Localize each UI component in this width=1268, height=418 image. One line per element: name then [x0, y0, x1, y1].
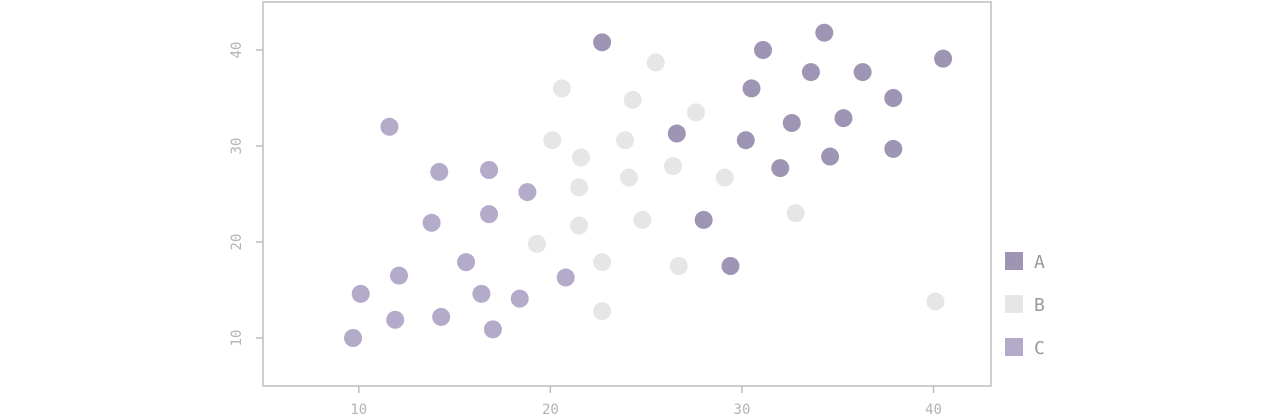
y-tick-label: 30 — [229, 138, 245, 155]
point-series-c — [390, 266, 409, 285]
point-series-a — [736, 131, 755, 150]
point-series-b — [786, 204, 805, 223]
point-series-a — [754, 41, 773, 59]
point-series-c — [472, 284, 491, 303]
legend: A B C — [1005, 252, 1045, 359]
point-series-c — [480, 205, 499, 224]
point-series-b — [619, 168, 638, 187]
x-tick-label: 30 — [734, 402, 751, 418]
legend-swatch-a — [1005, 252, 1023, 270]
point-series-a — [667, 124, 686, 143]
legend-swatch-c — [1005, 338, 1023, 356]
point-series-b — [646, 53, 665, 72]
point-series-c — [344, 329, 363, 347]
point-series-c — [556, 268, 575, 287]
point-series-c — [480, 161, 499, 179]
point-series-c — [422, 213, 441, 232]
point-series-c — [518, 183, 537, 202]
point-series-a — [721, 257, 740, 275]
point-series-b — [686, 103, 705, 122]
point-series-b — [570, 178, 589, 197]
point-series-a — [694, 210, 713, 229]
point-series-b — [572, 148, 591, 167]
legend-label-a: A — [1034, 252, 1045, 273]
y-tick-label: 10 — [229, 330, 245, 347]
point-series-b — [633, 210, 652, 229]
point-series-b — [926, 292, 945, 311]
point-series-a — [853, 63, 872, 82]
y-tick-label: 40 — [229, 42, 245, 59]
point-series-b — [552, 79, 571, 98]
point-series-a — [821, 147, 840, 166]
point-series-b — [570, 216, 589, 235]
legend-swatch-b — [1005, 295, 1023, 313]
point-series-a — [771, 159, 790, 178]
point-series-a — [801, 63, 820, 82]
point-series-b — [593, 302, 612, 321]
y-tick-label: 20 — [229, 234, 245, 251]
point-series-a — [815, 23, 834, 42]
point-series-a — [593, 33, 612, 52]
legend-label-b: B — [1034, 295, 1045, 316]
point-series-a — [742, 79, 761, 98]
x-axis: 10 20 30 40 — [350, 386, 942, 418]
point-series-c — [430, 162, 449, 181]
point-series-b — [623, 90, 642, 109]
legend-label-c: C — [1034, 338, 1045, 359]
point-series-b — [715, 168, 734, 187]
point-series-a — [884, 89, 903, 107]
x-tick-label: 40 — [925, 402, 942, 418]
x-tick-label: 20 — [542, 402, 559, 418]
point-series-a — [934, 49, 953, 68]
point-series-b — [543, 131, 562, 150]
plot-background — [262, 1, 992, 387]
point-series-c — [351, 284, 370, 303]
point-series-b — [663, 157, 682, 176]
point-series-c — [510, 289, 529, 308]
point-series-b — [616, 131, 635, 150]
point-series-c — [386, 310, 405, 329]
point-series-c — [380, 117, 399, 136]
y-axis: 10 20 30 40 — [229, 42, 263, 347]
point-series-b — [527, 234, 546, 253]
point-series-c — [432, 307, 451, 326]
point-series-b — [593, 253, 612, 272]
x-tick-label: 10 — [350, 402, 367, 418]
point-series-a — [782, 113, 801, 132]
point-series-b — [669, 257, 688, 275]
point-series-c — [483, 320, 502, 339]
point-series-a — [834, 109, 853, 128]
data-points — [344, 23, 953, 347]
point-series-a — [884, 139, 903, 158]
point-series-c — [457, 253, 476, 272]
